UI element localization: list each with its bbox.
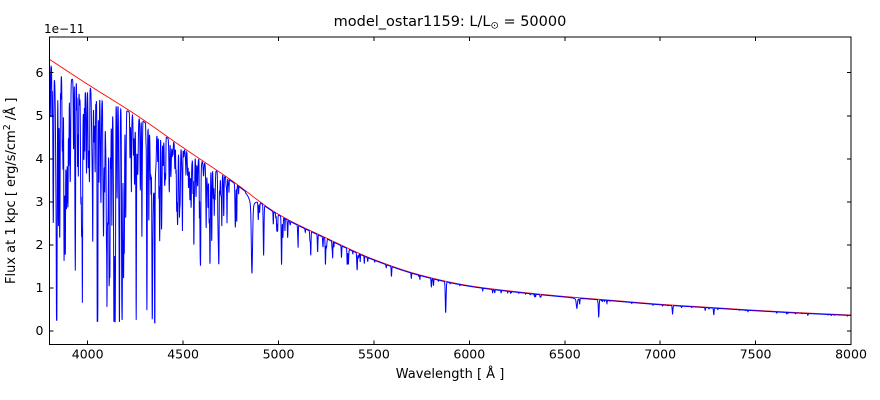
y-tick-label: 3: [36, 194, 44, 209]
y-tick-label: 4: [36, 151, 44, 166]
x-tick-label: 7500: [740, 347, 772, 362]
y-axis-offset-label: 1e−11: [44, 22, 84, 36]
sun-symbol: ⊙: [490, 21, 498, 32]
x-tick-label: 6500: [549, 347, 581, 362]
y-tick-label: 0: [36, 323, 44, 338]
y-tick-label: 6: [36, 65, 44, 80]
x-tick-label: 5000: [263, 347, 295, 362]
superscript-2: 2: [2, 124, 13, 130]
y-tick-label: 1: [36, 280, 44, 295]
x-axis-label: Wavelength [ Å ]: [396, 366, 505, 382]
x-tick-label: 4000: [72, 347, 104, 362]
plot-frame: [49, 36, 852, 345]
x-tick-label: 5500: [358, 347, 390, 362]
chart-title: model_ostar1159: L/L⊙ = 50000: [334, 14, 567, 32]
x-tick-label: 6000: [453, 347, 485, 362]
plot-area: 4000 4500 5000 5500 6000 6500 7000 7500 8000 0 1 2 3…: [36, 36, 867, 362]
x-tick-label: 7000: [644, 347, 676, 362]
y-tick-label: 5: [36, 108, 44, 123]
y-tick-label: 2: [36, 237, 44, 252]
spectrum-line: [49, 63, 851, 324]
y-axis-label: Flux at 1 kpc [ erg/s/cm2 /Å ]: [2, 98, 19, 284]
x-tick-label: 4500: [167, 347, 199, 362]
continuum-line: [49, 58, 851, 316]
x-tick-label: 8000: [835, 347, 867, 362]
